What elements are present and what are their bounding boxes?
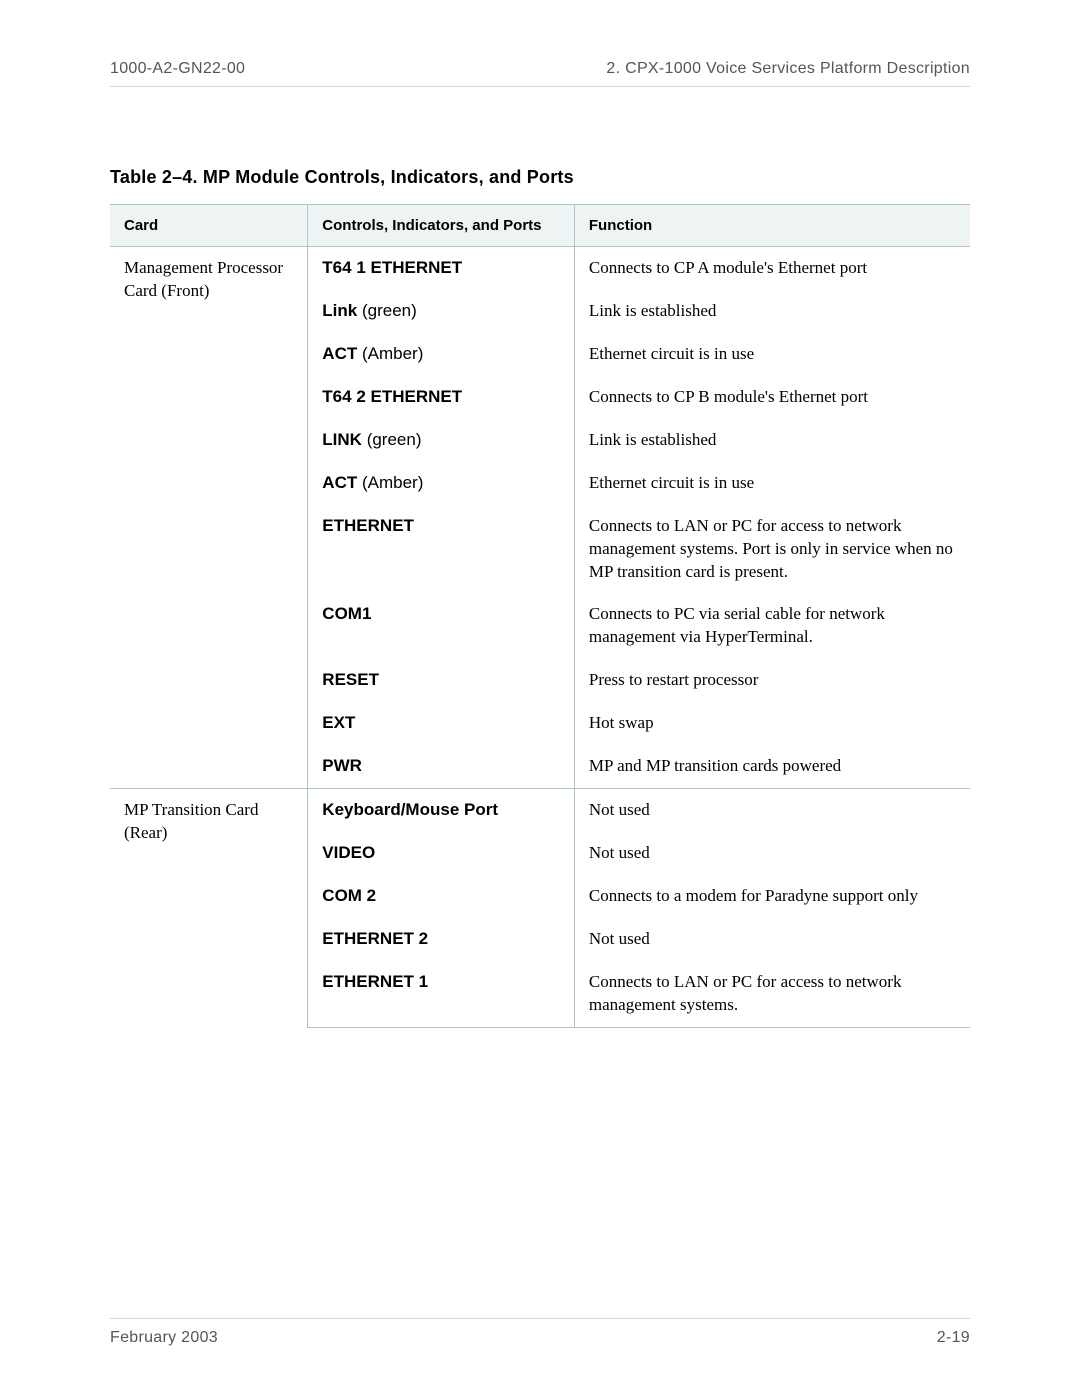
footer-right: 2-19 bbox=[937, 1329, 970, 1347]
header-left: 1000-A2-GN22-00 bbox=[110, 60, 245, 78]
function-cell: Hot swap bbox=[574, 702, 970, 745]
control-cell: COM 2 bbox=[308, 875, 575, 918]
function-cell: Not used bbox=[574, 789, 970, 832]
control-cell: T64 2 ETHERNET bbox=[308, 376, 575, 419]
col-header-controls: Controls, Indicators, and Ports bbox=[308, 205, 575, 247]
control-cell: ACT (Amber) bbox=[308, 333, 575, 376]
col-header-function: Function bbox=[574, 205, 970, 247]
function-cell: Ethernet circuit is in use bbox=[574, 462, 970, 505]
function-cell: MP and MP transition cards powered bbox=[574, 745, 970, 788]
function-cell: Connects to LAN or PC for access to netw… bbox=[574, 961, 970, 1027]
card-cell: MP Transition Card (Rear) bbox=[110, 789, 308, 1028]
control-cell: PWR bbox=[308, 745, 575, 788]
function-cell: Connects to CP B module's Ethernet port bbox=[574, 376, 970, 419]
control-cell: T64 1 ETHERNET bbox=[308, 247, 575, 290]
table-title: Table 2–4. MP Module Controls, Indicator… bbox=[110, 167, 970, 188]
function-cell: Connects to CP A module's Ethernet port bbox=[574, 247, 970, 290]
control-cell: ETHERNET 1 bbox=[308, 961, 575, 1027]
function-cell: Not used bbox=[574, 918, 970, 961]
page-header: 1000-A2-GN22-00 2. CPX-1000 Voice Servic… bbox=[110, 60, 970, 87]
table-row: MP Transition Card (Rear)Keyboard/Mouse … bbox=[110, 789, 970, 832]
page-footer: February 2003 2-19 bbox=[110, 1318, 970, 1347]
controls-table: Card Controls, Indicators, and Ports Fun… bbox=[110, 204, 970, 1028]
function-cell: Not used bbox=[574, 832, 970, 875]
control-cell: COM1 bbox=[308, 593, 575, 659]
table-row: Management Processor Card (Front)T64 1 E… bbox=[110, 247, 970, 290]
table-header-row: Card Controls, Indicators, and Ports Fun… bbox=[110, 205, 970, 247]
function-cell: Connects to PC via serial cable for netw… bbox=[574, 593, 970, 659]
table-body: Management Processor Card (Front)T64 1 E… bbox=[110, 247, 970, 1028]
control-cell: ETHERNET bbox=[308, 505, 575, 594]
control-cell: EXT bbox=[308, 702, 575, 745]
page: 1000-A2-GN22-00 2. CPX-1000 Voice Servic… bbox=[0, 0, 1080, 1068]
function-cell: Link is established bbox=[574, 419, 970, 462]
control-cell: Link (green) bbox=[308, 290, 575, 333]
control-cell: RESET bbox=[308, 659, 575, 702]
control-cell: ACT (Amber) bbox=[308, 462, 575, 505]
control-cell: VIDEO bbox=[308, 832, 575, 875]
control-cell: ETHERNET 2 bbox=[308, 918, 575, 961]
col-header-card: Card bbox=[110, 205, 308, 247]
function-cell: Connects to LAN or PC for access to netw… bbox=[574, 505, 970, 594]
control-cell: LINK (green) bbox=[308, 419, 575, 462]
function-cell: Connects to a modem for Paradyne support… bbox=[574, 875, 970, 918]
card-cell: Management Processor Card (Front) bbox=[110, 247, 308, 789]
header-right: 2. CPX-1000 Voice Services Platform Desc… bbox=[606, 60, 970, 78]
function-cell: Link is established bbox=[574, 290, 970, 333]
function-cell: Ethernet circuit is in use bbox=[574, 333, 970, 376]
function-cell: Press to restart processor bbox=[574, 659, 970, 702]
footer-left: February 2003 bbox=[110, 1329, 218, 1347]
control-cell: Keyboard/Mouse Port bbox=[308, 789, 575, 832]
